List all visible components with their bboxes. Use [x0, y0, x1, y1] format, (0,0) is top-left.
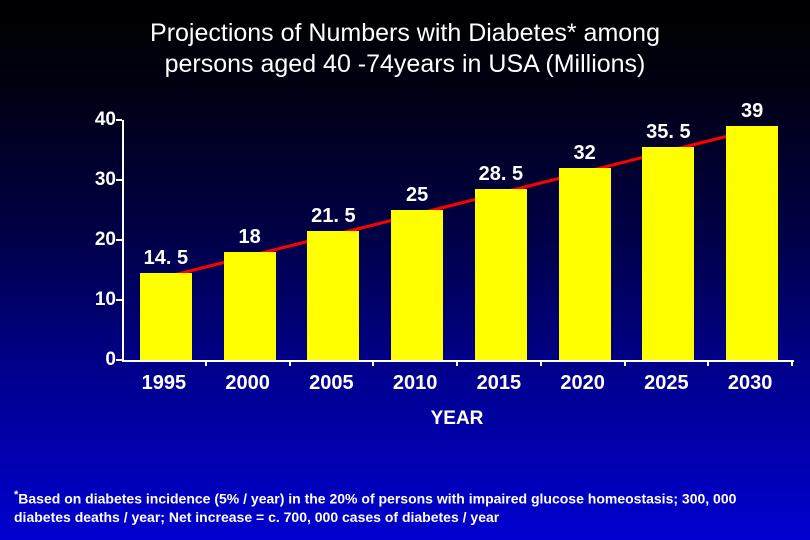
y-tick-label: 0: [86, 349, 116, 371]
footnote: *Based on diabetes incidence (5% / year)…: [14, 488, 796, 526]
slide-root: Projections of Numbers with Diabetes* am…: [0, 0, 810, 540]
bar-value-label: 35. 5: [646, 121, 690, 144]
x-tick-label: 2000: [225, 372, 270, 395]
x-tick-label: 2030: [728, 372, 773, 395]
bar-value-label: 14. 5: [144, 247, 188, 270]
bar: [224, 252, 276, 360]
slide-title: Projections of Numbers with Diabetes* am…: [0, 0, 810, 81]
y-tick-label: 10: [86, 289, 116, 311]
x-tick-mark: [624, 360, 626, 366]
x-tick-label: 2015: [477, 372, 522, 395]
x-tick-label: 2025: [644, 372, 689, 395]
y-tick-label: 20: [86, 229, 116, 251]
bar-value-label: 25: [406, 184, 428, 207]
x-tick-label: 1995: [142, 372, 187, 395]
bar-value-label: 18: [239, 226, 261, 249]
bar-value-label: 21. 5: [311, 205, 355, 228]
title-line-2: persons aged 40 -74years in USA (Million…: [165, 50, 646, 78]
x-tick-mark: [456, 360, 458, 366]
x-tick-label: 2010: [393, 372, 438, 395]
bar: [140, 273, 192, 360]
x-axis-title: YEAR: [122, 408, 792, 430]
x-tick-mark: [540, 360, 542, 366]
bar: [391, 210, 443, 360]
bar-value-label: 32: [574, 142, 596, 165]
x-tick-mark: [791, 360, 793, 366]
y-tick-label: 40: [86, 109, 116, 131]
x-tick-mark: [205, 360, 207, 366]
y-tick-label: 30: [86, 169, 116, 191]
bar: [642, 147, 694, 360]
bar: [726, 126, 778, 360]
x-tick-label: 2005: [309, 372, 354, 395]
bar-chart: No. with Diabetes (millions) 010203040 1…: [60, 120, 800, 400]
bar-value-label: 39: [741, 100, 763, 123]
x-tick-label: 2020: [560, 372, 605, 395]
bar-value-label: 28. 5: [479, 163, 523, 186]
title-line-1: Projections of Numbers with Diabetes* am…: [150, 19, 660, 47]
footnote-text: Based on diabetes incidence (5% / year) …: [14, 491, 736, 525]
bar: [559, 168, 611, 360]
plot-area: 14. 51821. 52528. 53235. 539: [122, 120, 794, 362]
bar: [475, 189, 527, 360]
x-tick-mark: [289, 360, 291, 366]
x-tick-mark: [707, 360, 709, 366]
x-tick-mark: [372, 360, 374, 366]
bar: [307, 231, 359, 360]
